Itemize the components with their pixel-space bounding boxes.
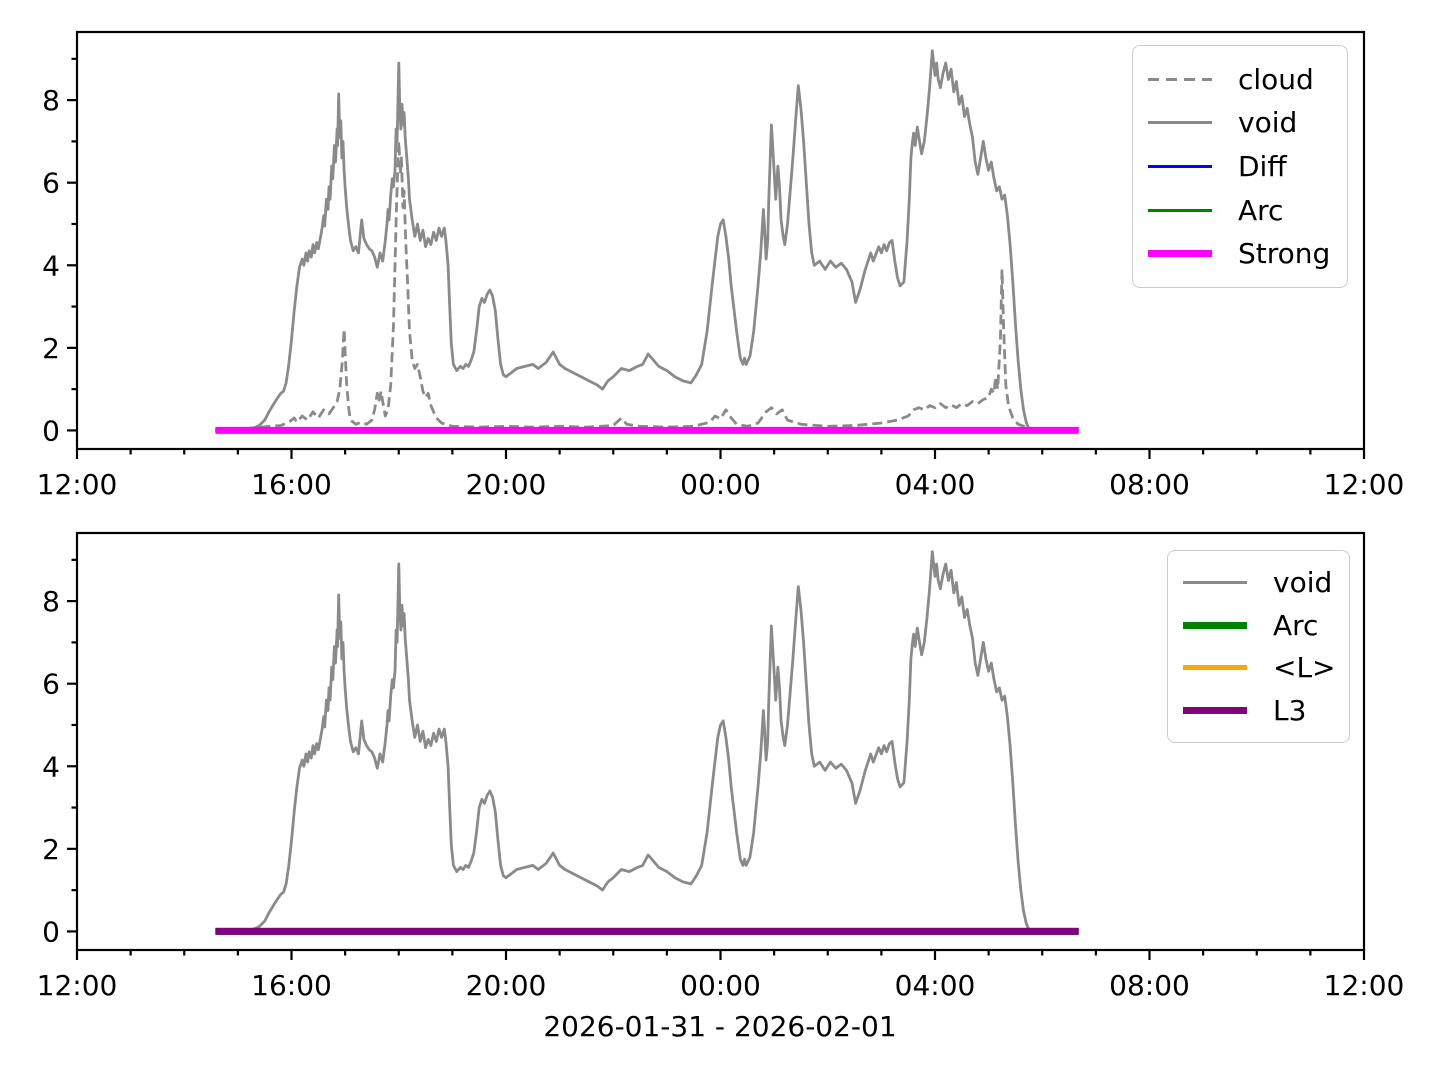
legend-item-l: <L> (1168, 651, 1349, 684)
x-tick-label: 04:00 (895, 969, 976, 1002)
legend-label: Strong (1238, 237, 1331, 271)
legend-label: Arc (1273, 608, 1319, 642)
y-tick-label: 8 (42, 84, 60, 117)
legend-swatch (1148, 250, 1212, 258)
y-tick-label: 2 (42, 332, 60, 365)
y-tick-label: 0 (42, 414, 60, 447)
legend-swatch (1148, 121, 1212, 125)
x-tick-label: 16:00 (251, 468, 332, 501)
legend-label: Diff (1238, 149, 1287, 183)
x-tick-label: 00:00 (680, 969, 761, 1002)
y-tick-label: 2 (42, 833, 60, 866)
legend-swatch (1183, 665, 1247, 670)
x-tick-label: 20:00 (466, 468, 547, 501)
legend-item-arc: Arc (1133, 194, 1347, 227)
x-tick-label: 08:00 (1109, 468, 1190, 501)
legend-item-void: void (1133, 106, 1347, 139)
x-tick-label: 12:00 (37, 969, 118, 1002)
y-tick-label: 4 (42, 249, 60, 282)
legend-label: cloud (1238, 62, 1314, 96)
legend-item-arc: Arc (1168, 609, 1349, 642)
series-line-void (215, 550, 1034, 933)
legend-item-diff: Diff (1133, 150, 1347, 183)
series-line-cloud (215, 139, 1038, 431)
y-tick-label: 6 (42, 167, 60, 200)
x-tick-label: 20:00 (466, 969, 547, 1002)
x-axis-title: 2026-01-31 - 2026-02-01 (543, 1010, 897, 1043)
x-tick-label: 00:00 (680, 468, 761, 501)
legend-item-strong: Strong (1133, 237, 1347, 270)
y-tick-label: 8 (42, 585, 60, 618)
y-tick-label: 0 (42, 915, 60, 948)
axes-1: 12:00 16:00 20:00 00:00 04:00 08:00 12:00 0 2 4 6 8 (37, 531, 1405, 1002)
legend-swatch (1183, 621, 1247, 629)
legend-item-cloud: cloud (1133, 63, 1347, 96)
legend-swatch (1183, 706, 1247, 714)
legend-item-l3: L3 (1168, 694, 1349, 727)
legend-swatch (1148, 208, 1212, 212)
legend-swatch (1148, 77, 1212, 81)
legend-swatch (1183, 581, 1247, 585)
x-tick-label: 16:00 (251, 969, 332, 1002)
legend-0: cloud void Diff Arc Strong (1132, 45, 1348, 288)
y-tick-label: 4 (42, 750, 60, 783)
legend-label: L3 (1273, 693, 1307, 727)
legend-item-void: void (1168, 566, 1349, 599)
legend-label: void (1273, 566, 1333, 600)
series-line-void (215, 49, 1034, 432)
legend-1: void Arc <L> L3 (1167, 550, 1350, 743)
x-tick-label: 08:00 (1109, 969, 1190, 1002)
legend-label: Arc (1238, 193, 1284, 227)
y-tick-label: 6 (42, 668, 60, 701)
x-tick-label: 04:00 (895, 468, 976, 501)
x-tick-label: 12:00 (1324, 969, 1405, 1002)
legend-label: void (1238, 106, 1298, 140)
x-tick-label: 12:00 (1324, 468, 1405, 501)
legend-label: <L> (1273, 651, 1336, 685)
legend-swatch (1148, 165, 1212, 168)
x-tick-label: 12:00 (37, 468, 118, 501)
axes-0: 12:00 16:00 20:00 00:00 04:00 08:00 12:00 0 2 4 6 8 (37, 30, 1405, 501)
